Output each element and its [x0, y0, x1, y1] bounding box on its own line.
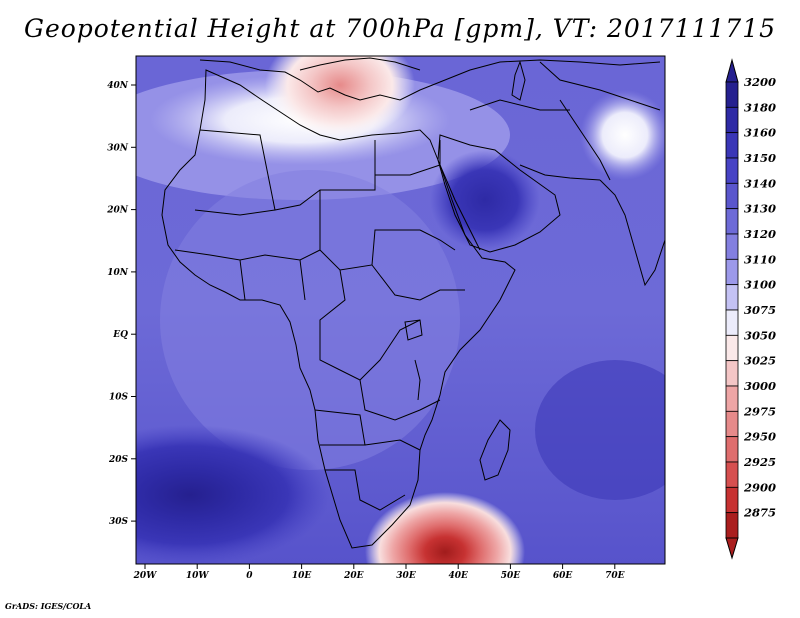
colorbar-swatch [725, 309, 739, 336]
colorbar-swatch [725, 410, 739, 438]
colorbar-swatch [725, 81, 739, 108]
colorbar-swatch [725, 106, 739, 134]
madagascar-coastline [479, 419, 511, 481]
map-frame [135, 55, 666, 565]
colorbar-swatch [725, 182, 739, 210]
colorbar-swatch [725, 258, 739, 286]
lat-label: 30N [107, 143, 129, 153]
colorbar-min-arrow [725, 537, 739, 560]
colorbar-label: 3000 [744, 379, 776, 393]
lon-label: 40E [449, 571, 469, 581]
colorbar-swatch [725, 233, 739, 260]
colorbar-swatch [725, 360, 739, 387]
africa-coastline [161, 69, 516, 549]
colorbar-label: 3160 [744, 126, 776, 140]
lon-label: 10W [186, 571, 210, 581]
colorbar-swatch [725, 208, 739, 235]
coastlines [161, 57, 665, 549]
lon-label: 20E [343, 571, 364, 581]
lon-axis: 20W 10W 0 10E 20E 30E 40E 50E 60E 70E [133, 564, 625, 581]
footer-credit: GrADS: IGES/COLA [5, 601, 92, 611]
india-coastline [599, 179, 665, 287]
colorbar-label: 3050 [744, 328, 776, 342]
colorbar-label: 3075 [744, 303, 776, 317]
lon-label: 0 [246, 571, 253, 581]
colorbar-label: 3110 [744, 252, 776, 266]
colorbar-label: 3025 [744, 354, 776, 368]
colorbar-swatch [725, 461, 739, 488]
lat-label: 20S [108, 455, 129, 465]
lat-label: 20N [106, 206, 129, 216]
colorbar-swatch [725, 132, 739, 159]
lon-label: 70E [605, 571, 625, 581]
lat-label: 40N [107, 81, 129, 91]
colorbar-swatch [725, 512, 739, 539]
lon-label: 50E [501, 571, 521, 581]
colorbar-swatch [725, 436, 739, 463]
colorbar-label: 3140 [744, 176, 776, 190]
lon-label: 30E [396, 571, 416, 581]
colorbar-label: 2875 [743, 506, 776, 520]
lat-label: 30S [109, 517, 129, 527]
colorbar-label: 3150 [744, 151, 776, 165]
height-field [136, 56, 665, 564]
colorbar-label: 3200 [744, 75, 776, 89]
colorbar-label: 2900 [743, 480, 776, 494]
colorbar-swatch [725, 284, 739, 311]
colorbar-label: 2925 [743, 455, 776, 469]
lat-label: 10N [107, 268, 129, 278]
lat-axis: 40N 30N 20N 10N EQ 10S 20S 30S [106, 81, 136, 527]
colorbar-label: 3180 [744, 100, 776, 114]
colorbar-label: 3100 [744, 278, 776, 292]
colorbar-label: 3120 [744, 227, 776, 241]
colorbar: 3200 3180 3160 3150 3140 3130 3120 3110 3100 3075… [725, 58, 776, 560]
colorbar-max-arrow [725, 58, 739, 83]
lon-label: 10E [292, 571, 312, 581]
colorbar-label: 2975 [743, 404, 776, 418]
colorbar-swatch [725, 334, 739, 362]
lon-label: 20W [133, 571, 158, 581]
colorbar-label: 3130 [744, 202, 776, 216]
colorbar-swatch [725, 157, 739, 184]
colorbar-label: 2950 [743, 430, 776, 444]
lat-label: 10S [109, 393, 129, 403]
lat-label: EQ [112, 330, 128, 340]
arabia-coastline [437, 134, 561, 253]
colorbar-swatch [725, 486, 739, 514]
europe-coastline [199, 59, 661, 101]
lon-label: 60E [553, 571, 573, 581]
colorbar-swatch [725, 385, 739, 412]
map-title: Geopotential Height at 700hPa [gpm], VT:… [23, 14, 777, 43]
